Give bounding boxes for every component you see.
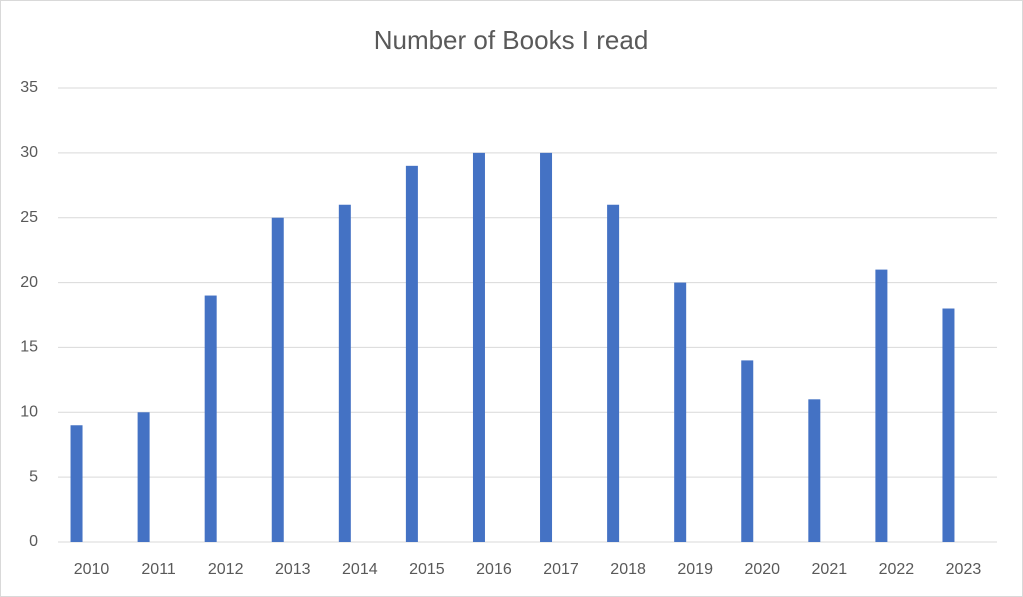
bar bbox=[540, 152, 553, 542]
x-tick-label: 2017 bbox=[543, 561, 579, 578]
x-tick-label: 2021 bbox=[812, 561, 848, 578]
x-tick-label: 2020 bbox=[744, 561, 780, 578]
x-tick-label: 2022 bbox=[879, 561, 915, 578]
y-tick-label: 35 bbox=[20, 79, 38, 96]
y-tick-label: 15 bbox=[20, 339, 38, 356]
bar bbox=[875, 269, 888, 542]
chart-title: Number of Books I read bbox=[374, 25, 649, 55]
bar bbox=[137, 412, 150, 542]
x-tick-label: 2018 bbox=[610, 561, 646, 578]
bar bbox=[741, 360, 754, 542]
bar bbox=[808, 399, 821, 542]
bar bbox=[472, 152, 485, 542]
y-tick-label: 25 bbox=[20, 209, 38, 226]
x-tick-label: 2013 bbox=[275, 561, 311, 578]
y-tick-label: 20 bbox=[20, 274, 38, 291]
y-tick-label: 5 bbox=[29, 468, 38, 485]
x-tick-label: 2014 bbox=[342, 561, 378, 578]
y-tick-label: 30 bbox=[20, 144, 38, 161]
x-tick-label: 2019 bbox=[677, 561, 713, 578]
bar bbox=[271, 217, 284, 542]
bar bbox=[942, 308, 955, 542]
bar bbox=[405, 165, 418, 543]
bar bbox=[204, 295, 217, 542]
y-tick-label: 0 bbox=[29, 533, 38, 550]
bar bbox=[607, 204, 620, 542]
x-tick-label: 2010 bbox=[74, 561, 110, 578]
x-tick-label: 2016 bbox=[476, 561, 512, 578]
y-tick-label: 10 bbox=[20, 404, 38, 421]
x-tick-label: 2011 bbox=[141, 561, 176, 578]
x-tick-label: 2012 bbox=[208, 561, 244, 578]
bar bbox=[70, 425, 83, 542]
bar bbox=[674, 282, 687, 542]
bar bbox=[338, 204, 351, 542]
x-tick-label: 2023 bbox=[946, 561, 982, 578]
x-tick-label: 2015 bbox=[409, 561, 445, 578]
